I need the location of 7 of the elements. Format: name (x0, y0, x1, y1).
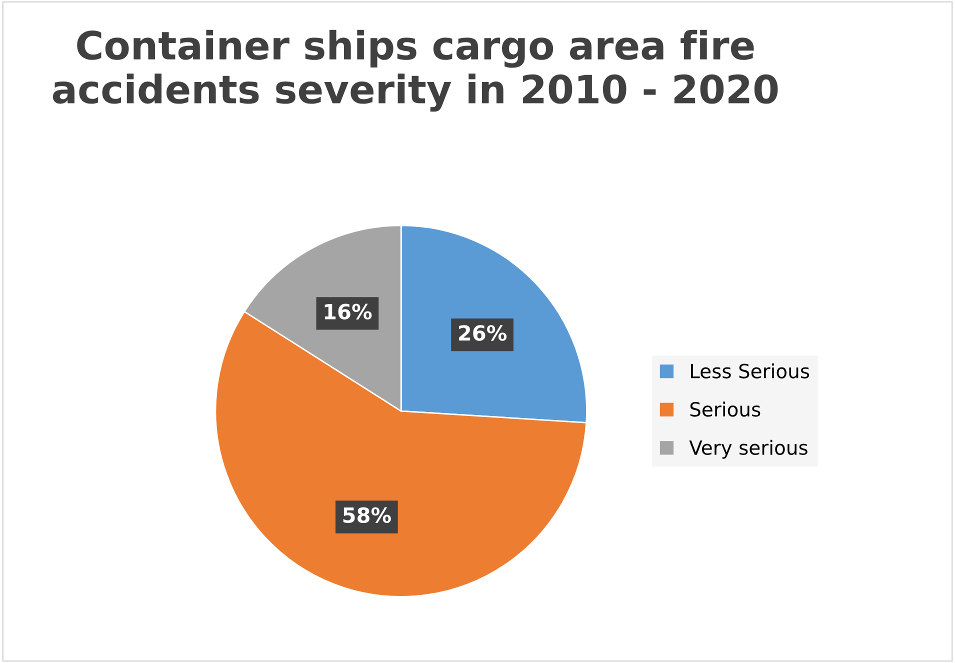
data-label: 26% (459, 325, 507, 341)
legend-label: Less Serious (691, 363, 810, 378)
data-label: 58% (343, 507, 391, 524)
legend-label: Serious (690, 402, 760, 417)
data-label: 16% (324, 304, 372, 320)
chart-title: Container ships cargo area fire accidents severity in 2010 - 2020 (52, 30, 778, 112)
legend-label: Very serious (689, 440, 808, 459)
